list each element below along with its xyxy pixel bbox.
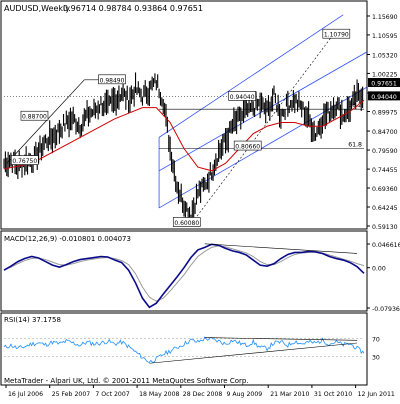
time-axis: 16 Jul 2006 25 Feb 2007 7 Oct 2007 18 May 2… — [5, 385, 395, 398]
low-label-0.60080: 0.60080 — [174, 220, 199, 227]
rsi-tick-label: 30 — [372, 355, 380, 362]
bid-price-box — [368, 91, 400, 101]
time-tick-label: 28 Dec 2008 — [183, 391, 223, 398]
bid-price-label: 0.94040 — [371, 94, 397, 101]
time-tick-label: 16 Jul 2006 — [8, 391, 43, 398]
time-tick-label: 9 Aug 2009 — [227, 391, 263, 398]
fib-label-61: 61.8 — [348, 142, 362, 149]
rsi-trendline-lower — [149, 342, 358, 364]
macd-tick-label: -0.079365 — [372, 306, 400, 313]
last-price-label: 0.97651 — [371, 80, 397, 87]
price-tick-label: 1.00225 — [372, 71, 398, 78]
label-0.94040: 0.94040 — [230, 94, 255, 101]
fib-label-38: 38.2 — [348, 102, 362, 109]
price-series — [3, 72, 365, 227]
price-panel-frame — [0, 0, 368, 230]
price-annotations: 0.98490 0.88700 0.76750 0.60080 0.94040 0.806… — [10, 28, 400, 227]
last-price-box — [368, 77, 400, 87]
time-tick-label: 31 Oct 2010 — [314, 391, 352, 398]
rsi-tick-label: 70 — [372, 337, 380, 344]
macd-title: MACD(12,26,9) -0.010801 0.004073 — [4, 235, 131, 243]
macd-tick-label: 0.046616 — [372, 242, 400, 249]
price-tick-label: 0.84700 — [372, 129, 398, 136]
annotation-box — [172, 217, 201, 227]
price-tick-label: 1.10595 — [372, 33, 398, 40]
channel-line — [158, 51, 367, 172]
rsi-line — [3, 336, 365, 363]
channel-line — [158, 14, 344, 138]
annotation-box — [228, 91, 256, 101]
price-tick-label: 0.64245 — [372, 205, 398, 212]
rsi-title: RSI(14) 37.1758 — [4, 316, 61, 324]
rsi-panel-frame — [0, 312, 368, 386]
price-tick-label: 1.15690 — [372, 14, 398, 21]
high-label-0.98490: 0.98490 — [100, 77, 125, 84]
price-tick-label: 0.59130 — [372, 224, 398, 231]
annotation-box — [10, 155, 39, 165]
macd-main-line — [3, 243, 365, 309]
price-tick-label: 0.89975 — [372, 109, 398, 116]
time-tick-label: 21 Mar 2010 — [270, 391, 309, 398]
moving-average-line — [3, 99, 365, 172]
annotation-box — [98, 74, 126, 85]
price-tick-label: 1.05320 — [372, 53, 398, 60]
macd-tick-label: 0.00 — [372, 266, 386, 273]
symbol-title: AUDUSD,Weekly — [4, 4, 70, 13]
price-tick-label: 0.74455 — [372, 167, 398, 174]
label-0.80660: 0.80660 — [235, 144, 260, 151]
rsi-series: 70 30 — [3, 336, 380, 364]
price-tick-label: 0.69360 — [372, 186, 398, 193]
macd-panel-frame — [0, 230, 368, 312]
annotation-box — [233, 140, 262, 151]
footer-copyright: MetaTrader - Alpari UK, Ltd. © 2001-2011… — [4, 377, 249, 385]
time-tick-label: 25 Feb 2007 — [52, 391, 91, 398]
macd-series: 0.046616 0.00 -0.079365 — [3, 242, 400, 313]
label-0.76750: 0.76750 — [12, 158, 37, 165]
time-tick-label: 7 Oct 2007 — [95, 391, 129, 398]
rsi-trendline-upper — [204, 337, 358, 341]
time-tick-label: 18 May 2008 — [139, 391, 179, 398]
annotation-box — [20, 110, 49, 121]
time-tick-label: 12 Jun 2011 — [358, 391, 395, 398]
high-label-1.10790: 1.10790 — [324, 32, 349, 39]
label-0.88700: 0.88700 — [22, 114, 47, 121]
macd-trendline — [204, 243, 358, 254]
annotation-box — [322, 28, 351, 39]
trendline — [6, 79, 85, 164]
price-tick-label: 0.79590 — [372, 148, 398, 155]
ohlc-readout: 0.96714 0.98784 0.93864 0.97651 — [63, 4, 203, 13]
